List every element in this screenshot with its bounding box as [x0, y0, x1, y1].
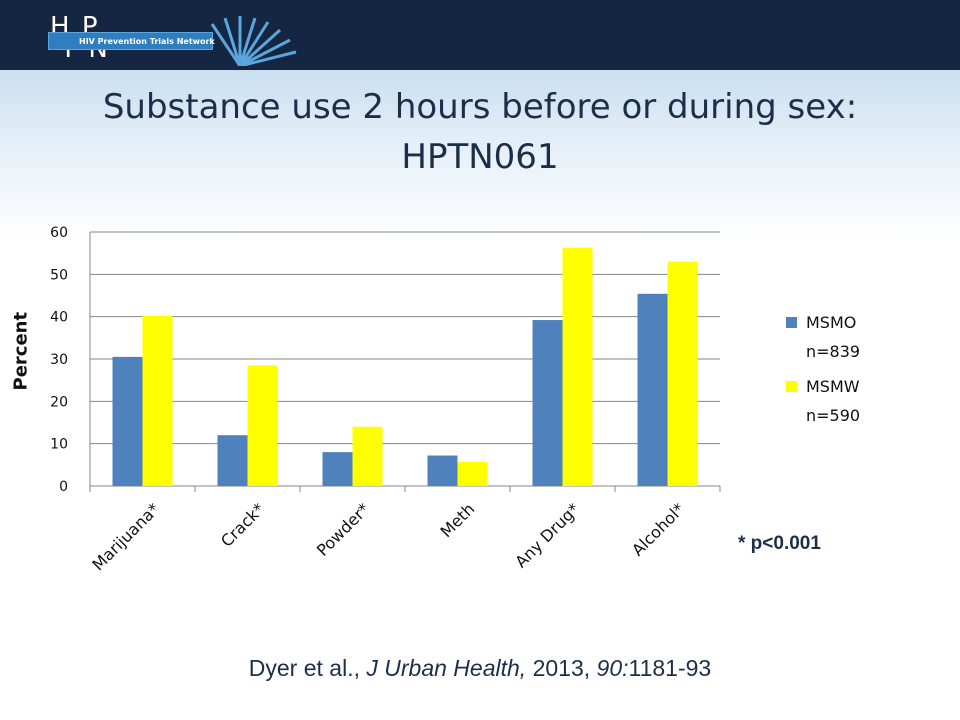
legend-swatch [786, 381, 797, 392]
citation-volume: 90: [596, 655, 629, 681]
citation: Dyer et al., J Urban Health, 2013, 90:11… [0, 655, 960, 682]
bar-msmw [247, 365, 278, 486]
bar-msmw [667, 261, 698, 486]
header-glow [0, 70, 960, 240]
x-tick-label: Meth [437, 499, 479, 541]
x-tick-label: Crack* [217, 499, 268, 550]
bar-msmw [142, 315, 173, 486]
citation-pages: 1181-93 [628, 655, 712, 681]
x-tick-label: Marijuana* [88, 499, 163, 574]
bar-msmo [322, 452, 353, 486]
bar-msmo [532, 320, 563, 486]
citation-authors: Dyer et al., [248, 655, 367, 681]
y-tick-label: 20 [50, 394, 68, 410]
y-tick-label: 10 [50, 437, 68, 453]
bar-msmo [112, 356, 143, 486]
y-tick-label: 40 [50, 310, 68, 326]
x-tick-label: Powder* [313, 499, 373, 559]
legend-label: n=590 [806, 406, 860, 425]
bar-msmo [217, 435, 248, 486]
y-tick-label: 50 [50, 267, 68, 283]
citation-journal: J Urban Health, [366, 655, 527, 681]
citation-year: 2013, [526, 655, 597, 681]
logo-name: HIV Prevention Trials Network [48, 32, 215, 50]
bar-msmw [457, 461, 488, 486]
x-tick-label: Any Drug* [511, 499, 583, 571]
hptn-logo: H P T N HIV Prevention Trials Network [40, 8, 300, 66]
title-line-2: HPTN061 [401, 137, 559, 177]
legend-label: MSMO [806, 313, 856, 332]
y-tick-label: 30 [50, 352, 68, 368]
legend-swatch [786, 317, 797, 328]
x-tick-label: Alcohol* [628, 499, 688, 559]
title-line-1: Substance use 2 hours before or during s… [102, 87, 858, 127]
bar-msmw [352, 426, 383, 486]
bar-msmo [637, 293, 668, 486]
y-axis-label: Percent [10, 311, 32, 391]
bar-msmw [562, 247, 593, 486]
bar-msmo [427, 455, 458, 486]
sunburst-icon [210, 16, 297, 66]
page-title: Substance use 2 hours before or during s… [0, 82, 960, 182]
y-tick-label: 60 [50, 225, 68, 241]
legend-label: MSMW [806, 377, 860, 396]
y-tick-label: 0 [59, 479, 68, 495]
significance-note: * p<0.001 [738, 533, 821, 554]
legend-label: n=839 [806, 342, 860, 361]
